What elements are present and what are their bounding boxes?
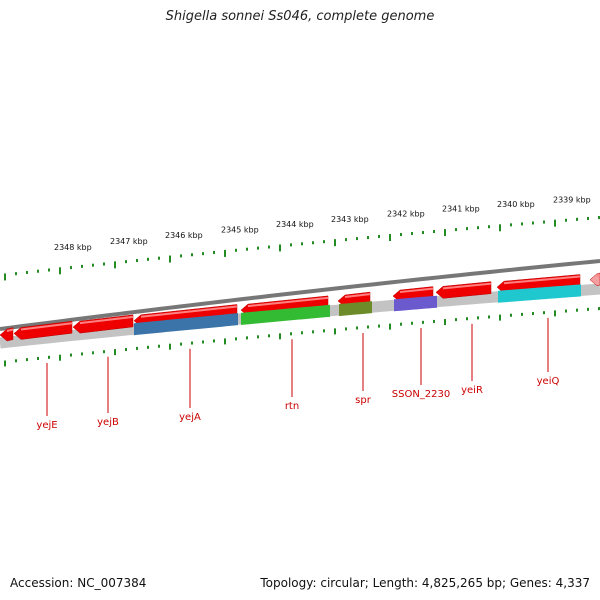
gene-label: yeiR	[461, 385, 483, 396]
kbp-label: 2342 kbp	[387, 210, 425, 219]
yeiq-feature	[498, 284, 581, 303]
kbp-label: 2348 kbp	[54, 243, 92, 252]
feature-track	[134, 284, 581, 336]
gene-label: spr	[355, 395, 372, 406]
kbp-label: 2341 kbp	[442, 205, 480, 214]
kbp-label: 2344 kbp	[276, 220, 314, 229]
kbp-label: 2347 kbp	[110, 237, 148, 246]
kbp-label: 2343 kbp	[331, 215, 369, 224]
arrow-highlight	[442, 282, 492, 290]
arrow-highlight	[140, 305, 238, 318]
arrow-highlight	[6, 328, 14, 332]
arrow-highlight	[79, 315, 134, 325]
kbp-scale-labels: 2348 kbp 2347 kbp 2346 kbp 2345 kbp 2344 kbp…	[54, 195, 591, 252]
rtn-feature	[241, 304, 330, 325]
kbp-label: 2339 kbp	[553, 195, 591, 204]
arrow-highlight	[399, 287, 434, 294]
sson-2230-feature	[394, 295, 437, 312]
gene-label: yejB	[97, 417, 119, 428]
kbp-label: 2345 kbp	[221, 226, 259, 235]
arrow-highlight	[344, 293, 371, 298]
arrow-highlight	[20, 322, 73, 331]
kbp-label: 2346 kbp	[165, 231, 203, 240]
gene-label: SSON_2230	[392, 389, 451, 400]
gene-arrows-track	[0, 272, 600, 342]
map-title: Shigella sonnei Ss046, complete genome	[165, 9, 435, 24]
gene-labels: yejE yejB yejA rtn spr SSON_2230 yeiR yeiQ	[36, 317, 560, 431]
accession-text: Accession: NC_007384	[10, 576, 147, 590]
gene-label: rtn	[285, 401, 299, 412]
backbone-line	[0, 259, 600, 331]
arrow-highlight	[247, 296, 329, 308]
upper-scale-ticks	[4, 216, 600, 281]
gene-label: yeiQ	[537, 376, 560, 387]
yeja-feature	[134, 313, 238, 336]
kbp-label: 2340 kbp	[497, 200, 535, 209]
gene-label: yejE	[36, 420, 57, 431]
spr-feature	[339, 301, 372, 317]
genome-summary-text: Topology: circular; Length: 4,825,265 bp…	[260, 576, 590, 590]
gene-label: yejA	[179, 412, 201, 423]
lower-scale-ticks	[4, 307, 600, 367]
arrow-highlight	[503, 275, 581, 285]
